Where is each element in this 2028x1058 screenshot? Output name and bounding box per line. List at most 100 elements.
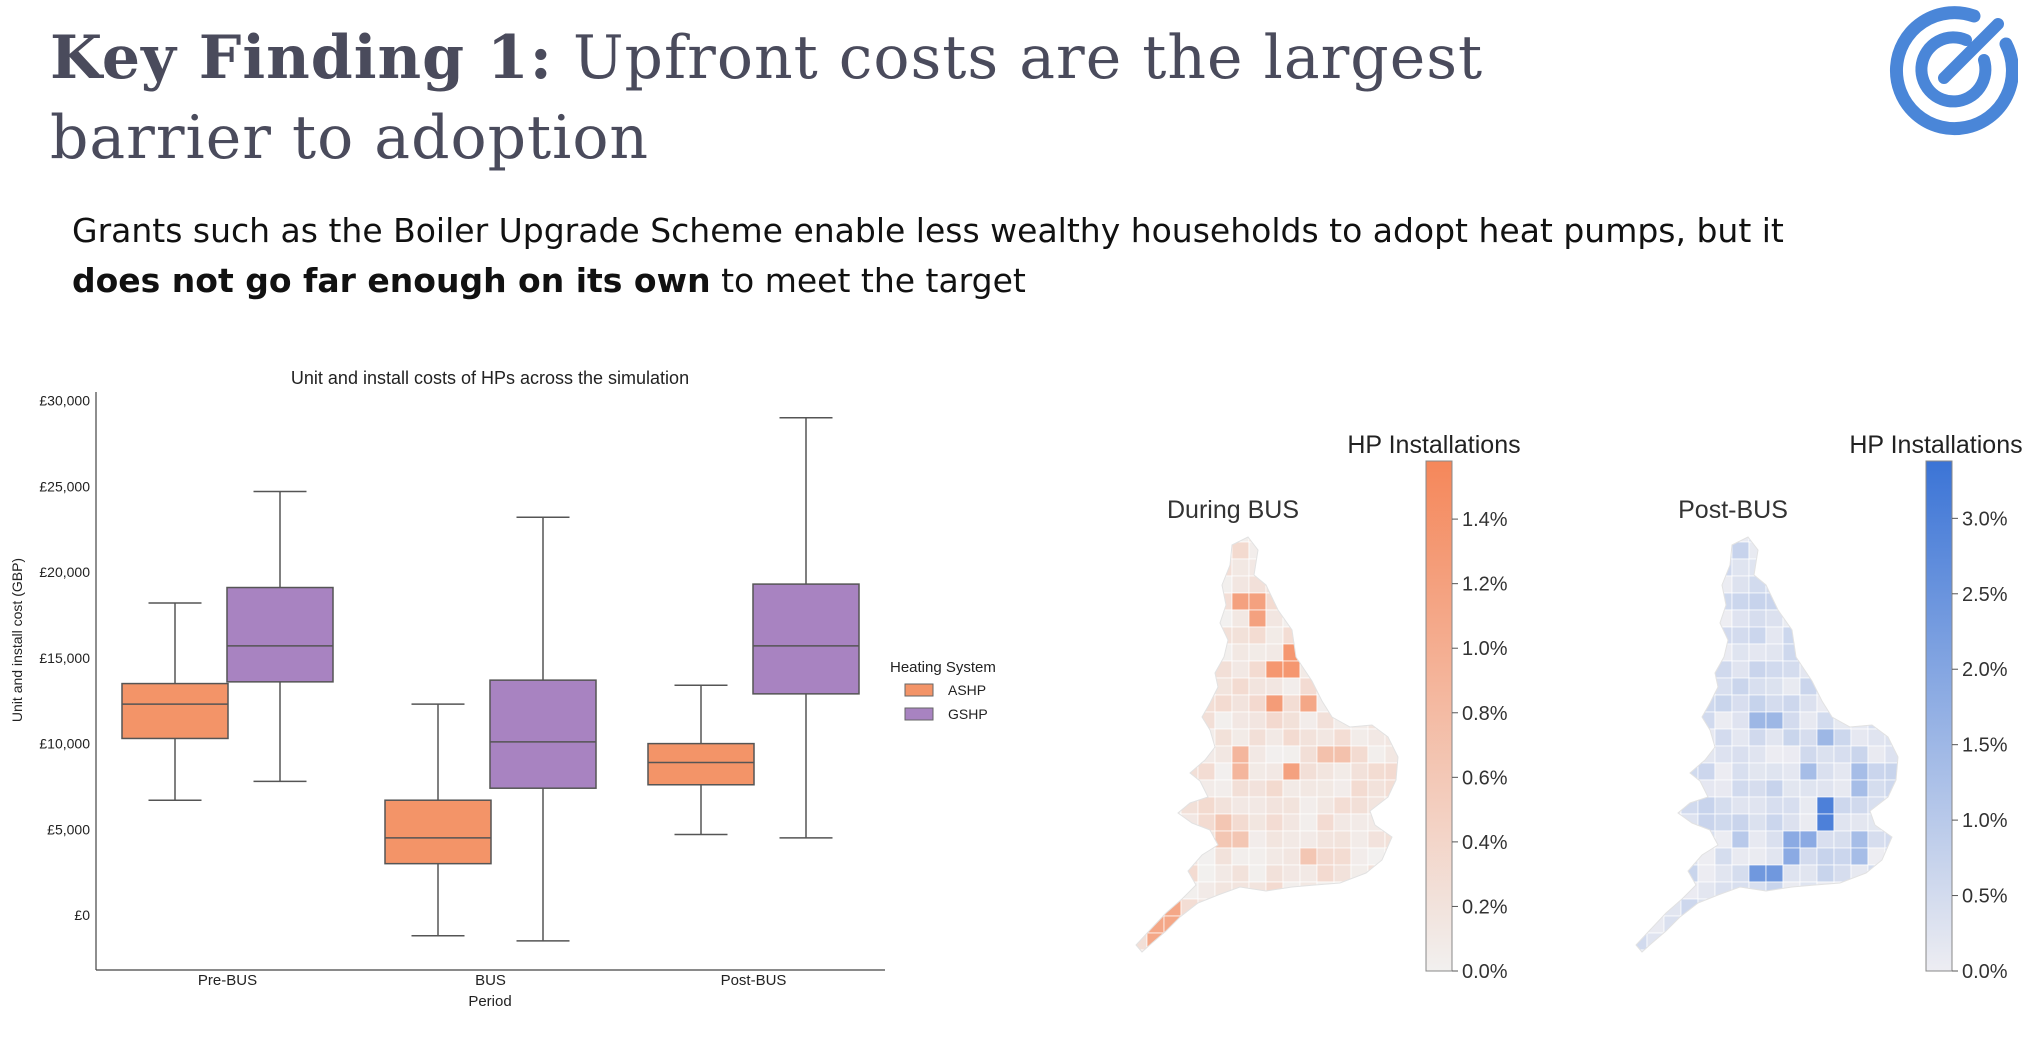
region xyxy=(1231,677,1250,696)
region xyxy=(1867,813,1886,832)
region xyxy=(1731,711,1750,730)
region xyxy=(1646,762,1665,781)
region xyxy=(1663,558,1682,577)
region xyxy=(1231,932,1250,951)
region xyxy=(1748,660,1767,679)
region xyxy=(1799,592,1818,611)
region xyxy=(1884,558,1898,577)
region xyxy=(1333,932,1352,951)
region xyxy=(1282,609,1301,628)
region xyxy=(1765,677,1784,696)
region xyxy=(1850,541,1869,560)
region xyxy=(1299,932,1318,951)
region xyxy=(1333,558,1352,577)
region xyxy=(1231,711,1250,730)
region xyxy=(1867,932,1886,951)
region xyxy=(1748,830,1767,849)
region xyxy=(1663,949,1682,952)
region xyxy=(1136,830,1148,849)
region xyxy=(1146,609,1165,628)
region xyxy=(1367,728,1386,747)
region xyxy=(1180,541,1199,560)
region xyxy=(1816,745,1835,764)
region xyxy=(1214,745,1233,764)
region xyxy=(1197,575,1216,594)
region xyxy=(1299,796,1318,815)
region xyxy=(1333,796,1352,815)
region xyxy=(1636,592,1648,611)
slide-title: Key Finding 1: Upfront costs are the lar… xyxy=(50,18,1550,178)
region xyxy=(1782,711,1801,730)
region xyxy=(1663,541,1682,560)
region xyxy=(1231,609,1250,628)
region xyxy=(1214,592,1233,611)
region xyxy=(1197,932,1216,951)
region xyxy=(1697,949,1716,952)
region xyxy=(1367,830,1386,849)
region xyxy=(1748,745,1767,764)
region xyxy=(1816,949,1835,952)
colorbar-tick-label: 0.0% xyxy=(1462,961,1508,983)
region xyxy=(1350,728,1369,747)
region xyxy=(1231,558,1250,577)
region xyxy=(1748,694,1767,713)
region xyxy=(1850,728,1869,747)
region xyxy=(1680,537,1699,543)
region xyxy=(1850,762,1869,781)
region xyxy=(1902,746,1919,763)
region xyxy=(1333,745,1352,764)
region xyxy=(1850,881,1869,900)
region xyxy=(1231,881,1250,900)
region xyxy=(1136,643,1148,662)
region xyxy=(1248,643,1267,662)
region xyxy=(1646,592,1665,611)
colorbar-tick-label: 1.0% xyxy=(1462,638,1508,660)
region xyxy=(1902,661,1919,678)
region xyxy=(1867,779,1886,798)
region xyxy=(1765,558,1784,577)
region xyxy=(1833,541,1852,560)
region xyxy=(1265,762,1284,781)
region xyxy=(1850,847,1869,866)
region xyxy=(1816,558,1835,577)
region xyxy=(1402,712,1419,729)
region xyxy=(1333,660,1352,679)
region xyxy=(1180,694,1199,713)
region xyxy=(1636,711,1648,730)
region xyxy=(1248,537,1267,543)
region xyxy=(1367,932,1386,951)
region xyxy=(1197,609,1216,628)
region xyxy=(1714,660,1733,679)
region xyxy=(1884,864,1898,883)
subtitle-end: to meet the target xyxy=(721,261,1026,300)
region xyxy=(1136,864,1148,883)
region xyxy=(1248,779,1267,798)
region xyxy=(1680,677,1699,696)
region xyxy=(1850,592,1869,611)
region xyxy=(1282,677,1301,696)
region xyxy=(1384,898,1398,917)
region xyxy=(1850,643,1869,662)
region xyxy=(1265,592,1284,611)
region xyxy=(1214,711,1233,730)
region xyxy=(1316,660,1335,679)
region xyxy=(1265,847,1284,866)
region xyxy=(1782,847,1801,866)
region xyxy=(1816,813,1835,832)
region xyxy=(1402,763,1419,780)
legend-label-gshp: GSHP xyxy=(948,706,988,722)
region xyxy=(1833,949,1852,952)
region xyxy=(1731,660,1750,679)
x-tick-label: BUS xyxy=(475,972,506,989)
region xyxy=(1799,558,1818,577)
region xyxy=(1402,661,1419,678)
region xyxy=(1402,814,1419,831)
region xyxy=(1833,830,1852,849)
region xyxy=(1697,592,1716,611)
region xyxy=(1680,932,1699,951)
region xyxy=(1714,898,1733,917)
region xyxy=(1248,660,1267,679)
region xyxy=(1731,864,1750,883)
region xyxy=(1663,592,1682,611)
region xyxy=(1731,796,1750,815)
